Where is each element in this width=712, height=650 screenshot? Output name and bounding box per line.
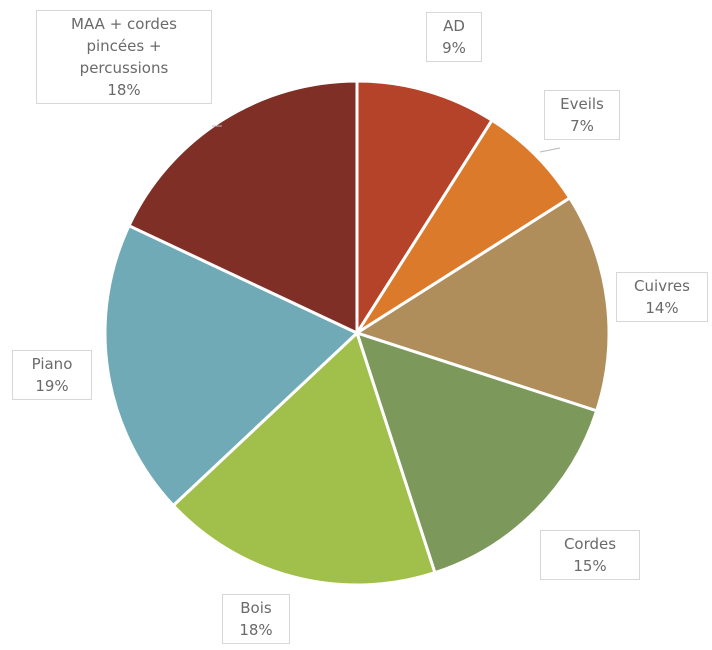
label-eveils-name: Eveils — [560, 95, 604, 113]
label-maa-line-1: MAA + cordes — [71, 15, 177, 33]
label-ad-name: AD — [443, 17, 465, 35]
label-cordes-percent: 15% — [573, 557, 607, 575]
label-maa-percent: 18% — [107, 81, 141, 99]
label-eveils: Eveils 7% — [544, 90, 620, 140]
label-cordes-name: Cordes — [563, 535, 617, 553]
label-cuivres-percent: 14% — [645, 299, 679, 317]
label-cuivres-name: Cuivres — [634, 277, 690, 295]
label-ad-percent: 9% — [442, 39, 466, 57]
pie-slice-cuivres — [353, 195, 611, 413]
pie-slice-piano — [103, 223, 360, 508]
label-cordes: Cordes 15% — [540, 530, 640, 580]
label-piano-percent: 19% — [35, 377, 69, 395]
label-piano-name: Piano — [31, 355, 73, 373]
pie-slice-ad — [355, 79, 495, 339]
label-bois-name: Bois — [240, 599, 272, 617]
label-leader-lines — [212, 125, 561, 153]
label-eveils-percent: 7% — [570, 117, 594, 135]
label-maa-line-2: pincées + — [86, 37, 162, 55]
label-bois-percent: 18% — [239, 621, 273, 639]
pie-slice-bois — [171, 330, 437, 587]
pie-slice-eveils — [355, 118, 572, 335]
label-ad: AD 9% — [426, 12, 482, 62]
label-maa-line-3: percussions — [79, 59, 169, 77]
pie-slice-maa — [126, 79, 359, 336]
pie-slices — [103, 79, 611, 587]
label-maa: MAA + cordes pincées + percussions 18% — [36, 10, 212, 104]
leader-line-eveils — [539, 147, 561, 153]
label-piano: Piano 19% — [12, 350, 92, 400]
label-bois: Bois 18% — [222, 594, 290, 644]
label-cuivres: Cuivres 14% — [616, 272, 708, 322]
